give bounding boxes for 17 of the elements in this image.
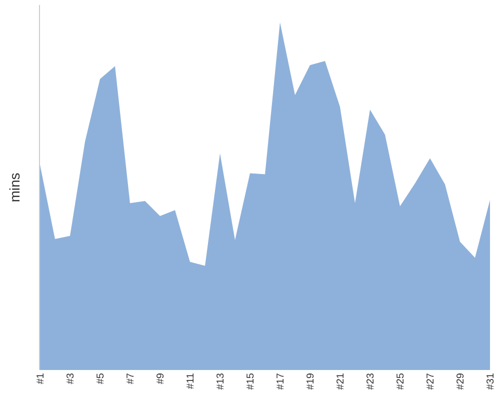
x-tick-label: #7 xyxy=(125,372,136,384)
y-axis-title: mins xyxy=(6,172,23,202)
x-tick-label: #19 xyxy=(305,372,316,390)
x-tick-label: #29 xyxy=(455,372,466,390)
x-tick-label: #23 xyxy=(365,372,376,390)
x-tick-label: #5 xyxy=(95,372,106,384)
x-tick-label: #11 xyxy=(185,372,196,389)
x-tick-label: #1 xyxy=(35,372,46,384)
x-tick-label: #31 xyxy=(485,372,496,390)
x-tick-label: #17 xyxy=(275,372,286,390)
x-tick-label: #13 xyxy=(215,372,226,390)
x-tick-label: #3 xyxy=(65,372,76,384)
x-tick-label: #27 xyxy=(425,372,436,390)
x-tick-label: #15 xyxy=(245,372,256,390)
x-tick-label: #21 xyxy=(335,372,346,390)
x-tick-label: #9 xyxy=(155,372,166,384)
x-tick-label: #25 xyxy=(395,372,406,390)
